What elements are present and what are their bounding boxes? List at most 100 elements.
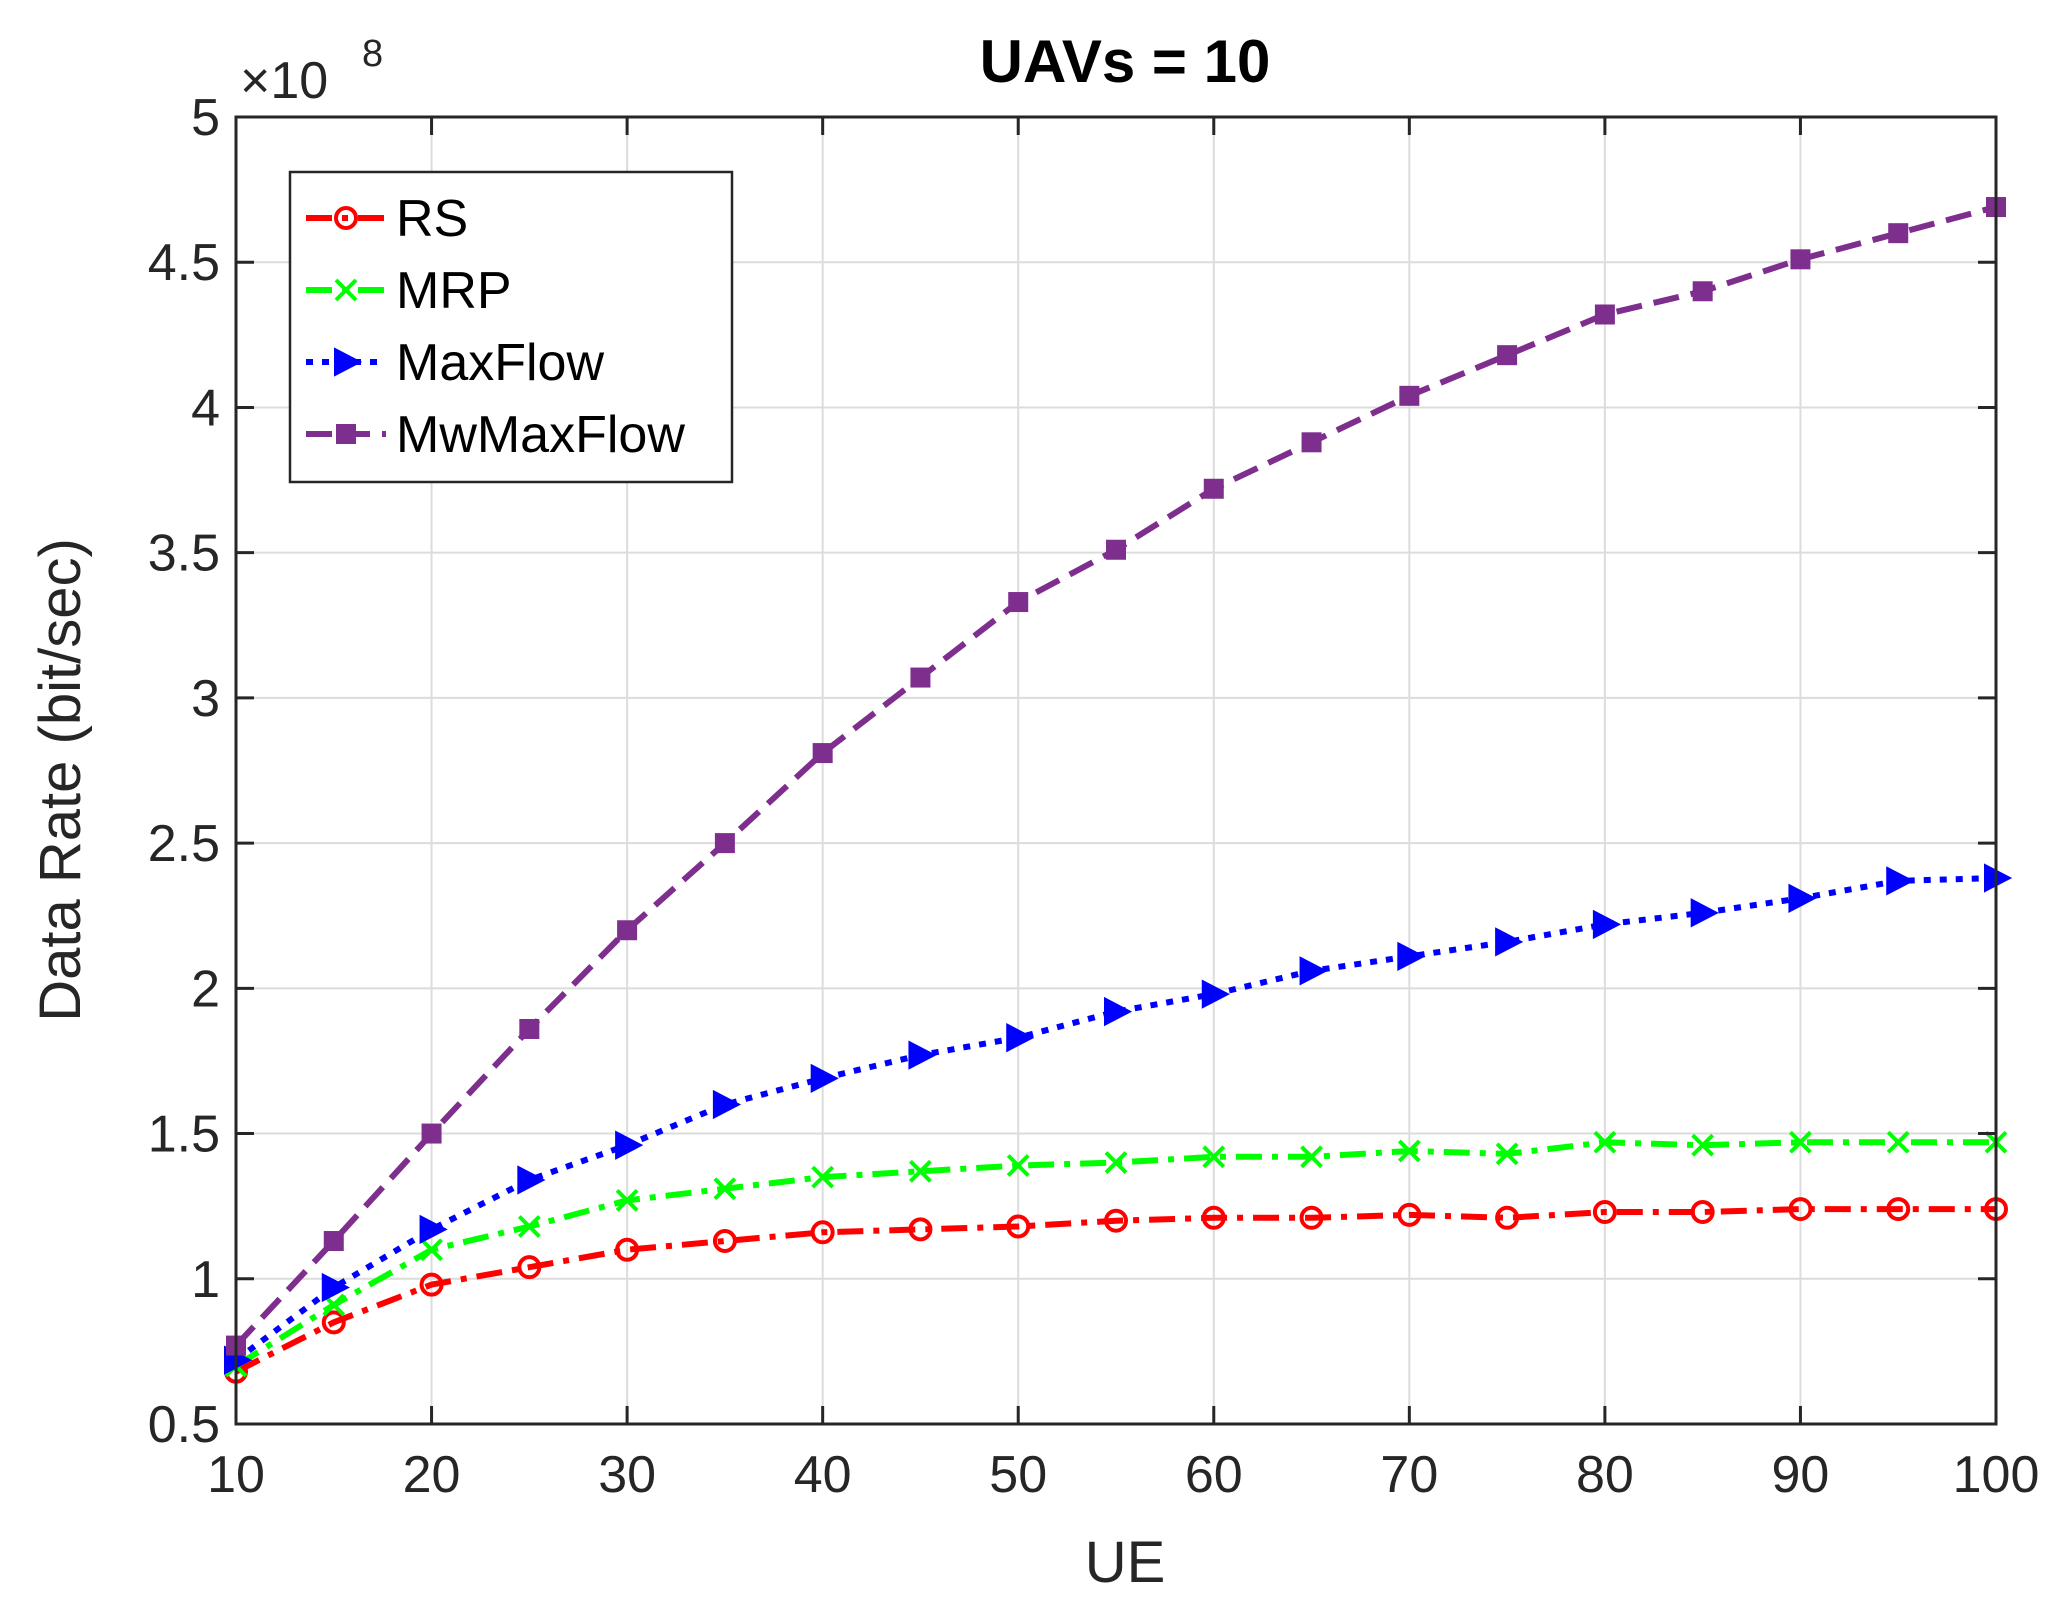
data-point-mrp (1397, 1139, 1421, 1163)
legend-marker-mwmaxflow (336, 424, 356, 444)
data-point-mrp (909, 1159, 932, 1183)
data-point-mwmaxflow (812, 743, 833, 764)
data-point-rs (419, 1272, 444, 1297)
y-tick-label: 4.5 (148, 234, 220, 292)
x-tick-label: 30 (598, 1446, 656, 1504)
y-tick-label: 1.5 (148, 1106, 220, 1164)
legend-item-maxflow: MaxFlow (306, 334, 604, 392)
data-point-mwmaxflow (1692, 281, 1713, 302)
x-tick-label: 70 (1380, 1446, 1438, 1504)
data-point-rs (908, 1217, 933, 1242)
legend-marker-mrp (334, 278, 358, 302)
data-point-mwmaxflow (421, 1123, 442, 1144)
data-point-mwmaxflow (323, 1231, 344, 1252)
y-tick-label: 0.5 (148, 1396, 220, 1454)
data-point-mwmaxflow (1790, 249, 1811, 270)
data-point-maxflow (517, 1165, 546, 1195)
data-point-maxflow (1495, 927, 1524, 957)
x-tick-label: 80 (1576, 1446, 1634, 1504)
plot-frame (234, 115, 1998, 1426)
data-point-maxflow (1201, 979, 1230, 1009)
x-axis-label: UE (1085, 1530, 1166, 1595)
data-point-mrp (811, 1165, 835, 1189)
data-point-mrp (1789, 1130, 1812, 1154)
series-line-rs (234, 1206, 1996, 1375)
data-point-rs (712, 1229, 737, 1254)
data-point-mrp (1300, 1145, 1323, 1169)
y-axis-label: Data Rate (bit/sec) (28, 538, 93, 1022)
data-point-mwmaxflow (714, 833, 735, 854)
series-mrp (224, 1130, 2008, 1378)
x-tick-label: 20 (403, 1446, 461, 1504)
data-point-mwmaxflow (1497, 345, 1518, 366)
data-point-mrp (1104, 1151, 1128, 1175)
data-point-maxflow (908, 1040, 937, 1070)
data-point-mwmaxflow (1203, 478, 1224, 499)
legend-label-mrp: MRP (396, 262, 512, 320)
data-point-mrp (517, 1215, 541, 1238)
legend-label-mwmaxflow: MwMaxFlow (396, 406, 685, 464)
y-tick-label: 2.5 (148, 815, 220, 873)
y-multiplier: ×10 8 (240, 33, 383, 110)
data-point-maxflow (1104, 996, 1133, 1027)
data-point-rs (1886, 1197, 1911, 1222)
y-tick-label: 3 (191, 670, 220, 728)
data-point-maxflow (1886, 866, 1915, 896)
y-tick-label: 2 (191, 960, 220, 1018)
x-tick-label: 40 (794, 1446, 852, 1504)
data-point-mrp (615, 1188, 639, 1212)
data-point-rs (1788, 1197, 1813, 1222)
ticks (234, 115, 1998, 1426)
data-point-rs (1397, 1202, 1422, 1227)
data-point-rs (810, 1220, 835, 1245)
legend-item-rs: RS (306, 190, 468, 248)
data-point-rs (1104, 1208, 1128, 1233)
series-maxflow (224, 863, 2013, 1375)
legend-item-mrp: MRP (306, 262, 512, 320)
data-point-maxflow (1690, 898, 1719, 928)
data-point-mwmaxflow (1594, 304, 1615, 325)
data-point-mrp (1593, 1130, 1617, 1154)
data-point-mrp (1202, 1145, 1226, 1169)
legend-label-maxflow: MaxFlow (396, 334, 604, 392)
data-point-mwmaxflow (1008, 592, 1029, 613)
data-point-rs (321, 1310, 346, 1335)
data-point-maxflow (1006, 1023, 1035, 1053)
data-point-maxflow (810, 1063, 839, 1094)
legend-marker-rs (334, 206, 358, 230)
data-point-maxflow (712, 1089, 742, 1120)
data-point-mrp (713, 1177, 737, 1201)
data-point-mwmaxflow (1301, 432, 1322, 453)
y-tick-label: 4 (191, 379, 220, 437)
data-point-maxflow (1592, 909, 1622, 940)
legend-item-mwmaxflow: MwMaxFlow (306, 406, 685, 464)
data-point-mwmaxflow (519, 1018, 540, 1039)
data-point-rs (615, 1237, 640, 1262)
y-multiplier-base: ×10 (240, 52, 328, 110)
data-point-mrp (420, 1238, 443, 1262)
data-point-mwmaxflow (1888, 223, 1909, 244)
data-point-mwmaxflow (1399, 385, 1420, 406)
data-point-maxflow (615, 1130, 644, 1160)
data-point-mwmaxflow (1106, 539, 1126, 560)
y-tick-label: 5 (191, 89, 220, 147)
x-tick-label: 60 (1185, 1446, 1243, 1504)
series-mwmaxflow (226, 197, 2006, 1356)
data-point-maxflow (1299, 956, 1328, 986)
data-point-mrp (1006, 1154, 1030, 1177)
data-point-maxflow (321, 1272, 350, 1303)
x-tick-label: 50 (989, 1446, 1047, 1504)
y-tick-label: 1 (191, 1251, 220, 1309)
series-layer (224, 197, 2013, 1384)
data-point-mrp (1691, 1133, 1715, 1157)
legend-marker-maxflow (334, 347, 363, 377)
data-point-maxflow (1788, 883, 1817, 913)
data-point-maxflow (1397, 941, 1426, 972)
data-point-mrp (1886, 1130, 1910, 1154)
data-point-rs (1006, 1214, 1031, 1239)
x-tick-label: 10 (207, 1446, 265, 1504)
chart-title: UAVs = 10 (980, 28, 1271, 95)
data-point-rs (1201, 1205, 1226, 1230)
data-point-rs (1690, 1199, 1715, 1224)
